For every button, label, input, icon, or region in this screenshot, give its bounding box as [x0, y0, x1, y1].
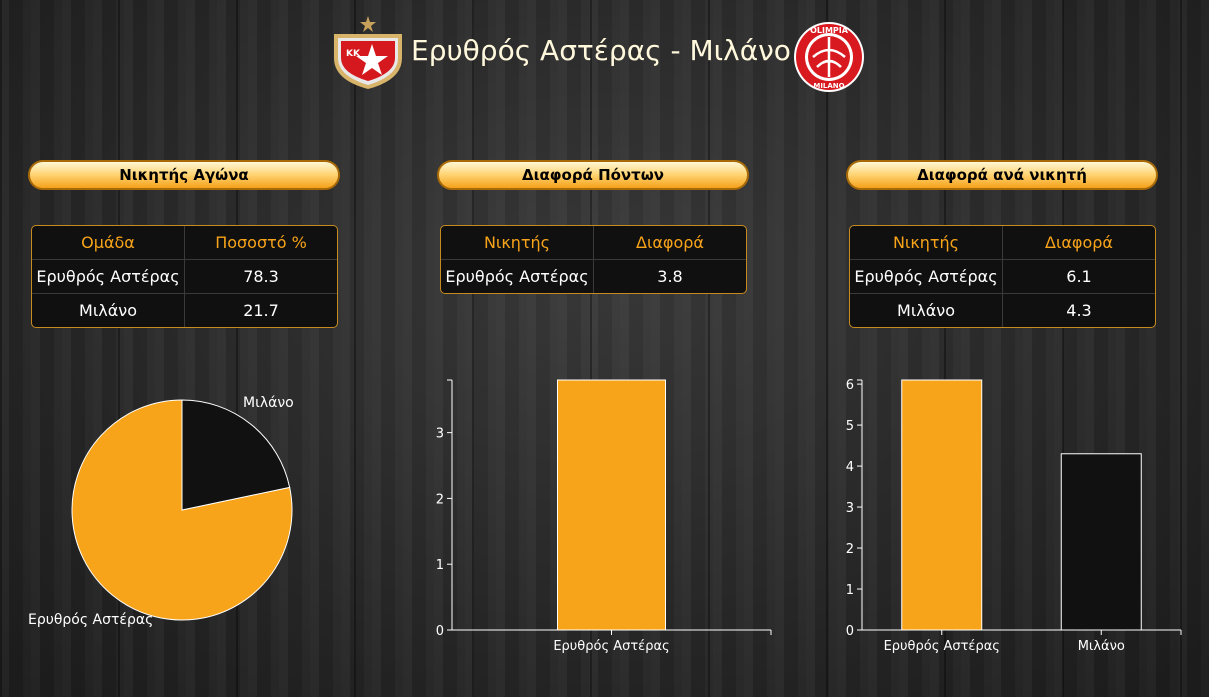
crvena-zvezda-logo: KK [334, 16, 402, 89]
table-row: Ερυθρός Αστέρας 3.8 [441, 260, 746, 293]
table-row: Μιλάνο 21.7 [32, 294, 337, 327]
point-difference-table: Νικητής Διαφορά Ερυθρός Αστέρας 3.8 [440, 225, 747, 294]
table-header: Διαφορά [594, 226, 746, 260]
table-header: Νικητής [850, 226, 1003, 260]
table-cell: Μιλάνο [850, 294, 1003, 327]
table-header-row: Νικητής Διαφορά [850, 226, 1155, 260]
table-cell: Ερυθρός Αστέρας [850, 260, 1003, 294]
y-tick-label: 1 [436, 558, 444, 573]
y-tick-label: 0 [846, 624, 854, 639]
y-tick-label: 2 [436, 492, 444, 507]
pie-slice [181, 399, 291, 511]
table-cell: 3.8 [657, 267, 683, 286]
bar [1060, 453, 1142, 631]
table-cell: Μιλάνο [32, 294, 185, 327]
olimpia-milano-logo: OLIMPIA MILANO [794, 22, 864, 92]
difference-per-winner-table: Νικητής Διαφορά Ερυθρός Αστέρας 6.1 Μιλά… [849, 225, 1156, 328]
pie-label: Ερυθρός Αστέρας [28, 612, 153, 628]
y-tick-label: 6 [846, 378, 854, 393]
y-tick-label: 0 [436, 624, 444, 639]
y-tick-label: 5 [846, 419, 854, 434]
table-cell: 6.1 [1003, 260, 1155, 294]
table-header: Διαφορά [1003, 226, 1155, 260]
panel-heading-difference-per-winner: Διαφορά ανά νικητή [846, 160, 1158, 190]
page-title: Ερυθρός Αστέρας - Μιλάνο [411, 34, 791, 67]
bar-chart-difference-per-winner: 0 1 2 3 4 5 6 Ερυθρός Αστέρας Μιλάνο [846, 378, 1182, 654]
x-tick-label: Ερυθρός Αστέρας [553, 639, 669, 654]
table-cell: Ερυθρός Αστέρας [441, 260, 594, 293]
table-cell: 21.7 [243, 301, 279, 320]
y-tick-label: 2 [846, 542, 854, 557]
logo-olimpia-text: OLIMPIA [810, 26, 849, 35]
y-tick-label: 1 [846, 583, 854, 598]
y-tick-label: 3 [846, 501, 854, 516]
y-tick-label: 4 [846, 460, 854, 475]
table-header: Ποσοστό % [185, 226, 337, 260]
table-cell: 4.3 [1066, 301, 1092, 320]
logo-kk-text: KK [346, 49, 361, 59]
match-winner-table: Ομάδα Ποσοστό % Ερυθρός Αστέρας 78.3 Μιλ… [31, 225, 338, 328]
table-header-row: Ομάδα Ποσοστό % [32, 226, 337, 260]
bar-chart-point-difference: 0 1 2 3 Ερυθρός Αστέρας [436, 379, 772, 654]
x-tick-label: Μιλάνο [1078, 639, 1125, 654]
y-tick-label: 3 [436, 427, 444, 442]
pie-label: Μιλάνο [243, 395, 294, 411]
table-header-row: Νικητής Διαφορά [441, 226, 746, 260]
logo-milano-text: MILANO [813, 82, 844, 90]
pie-chart: Μιλάνο Ερυθρός Αστέρας [28, 395, 294, 628]
table-row: Ερυθρός Αστέρας 78.3 [32, 260, 337, 294]
x-tick-label: Ερυθρός Αστέρας [884, 639, 1000, 654]
bar [557, 379, 666, 631]
table-cell: 78.3 [185, 260, 337, 294]
bar [901, 379, 983, 631]
table-row: Μιλάνο 4.3 [850, 294, 1155, 327]
page-header: KK Ερυθρός Αστέρας - Μιλάνο OLIMPIA MILA… [0, 14, 1209, 94]
table-cell: Ερυθρός Αστέρας [32, 260, 185, 294]
panel-heading-match-winner: Νικητής Αγώνα [28, 160, 340, 190]
table-row: Ερυθρός Αστέρας 6.1 [850, 260, 1155, 294]
table-header: Ομάδα [32, 226, 185, 260]
table-header: Νικητής [441, 226, 594, 260]
panel-heading-point-difference: Διαφορά Πόντων [437, 160, 749, 190]
